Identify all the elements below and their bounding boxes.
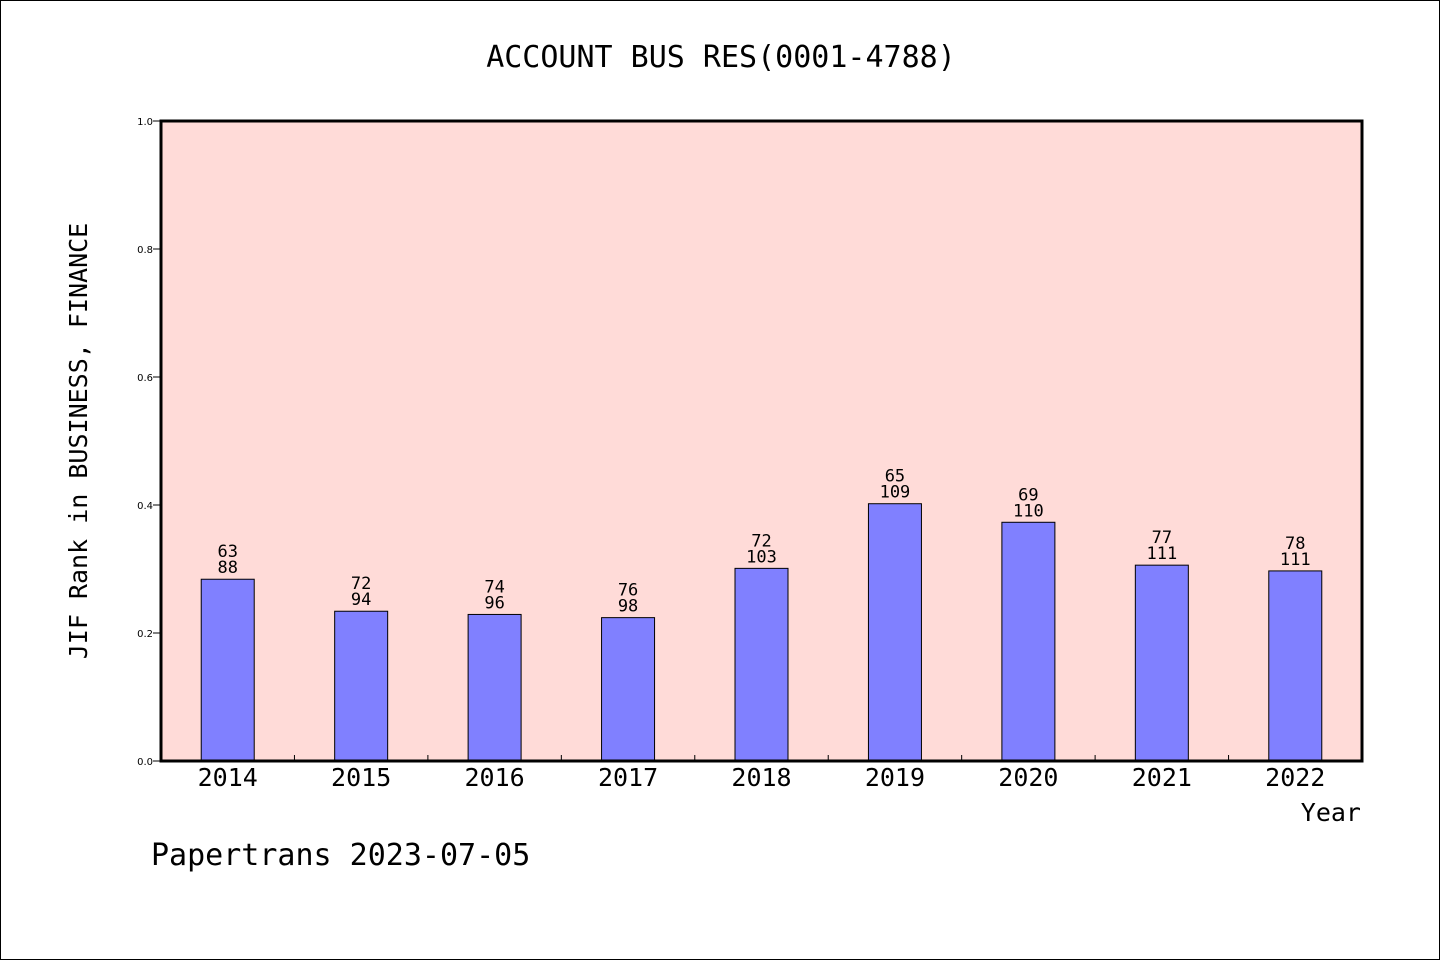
total-label-2018: 103	[746, 547, 777, 567]
y-tick-label: 1.0	[137, 117, 153, 128]
rank-label-2019: 65	[885, 467, 905, 487]
y-axis-label: JIF Rank in BUSINESS, FINANCE	[64, 223, 93, 660]
x-tick-label-2014: 2014	[198, 763, 258, 792]
x-tick-label-2021: 2021	[1132, 763, 1192, 792]
bar-2016	[467, 613, 522, 762]
y-tick-label: 0.2	[137, 629, 153, 640]
total-label-2020: 110	[1013, 501, 1044, 521]
x-tick-label-2022: 2022	[1265, 763, 1325, 792]
rank-label-2015: 72	[351, 574, 371, 594]
total-label-2021: 111	[1146, 544, 1177, 564]
total-label-2019: 109	[880, 483, 911, 503]
rank-label-2017: 76	[618, 581, 638, 601]
x-tick-label-2019: 2019	[865, 763, 925, 792]
bar-2021	[1134, 564, 1189, 762]
x-tick-label-2017: 2017	[598, 763, 658, 792]
total-label-2016: 96	[484, 593, 504, 613]
bar-2018	[734, 567, 789, 762]
rank-label-2020: 69	[1018, 485, 1038, 505]
rank-label-2018: 72	[751, 531, 771, 551]
rank-label-2014: 63	[217, 542, 237, 562]
footer-note: Papertrans 2023-07-05	[151, 838, 530, 873]
total-label-2014: 88	[217, 558, 237, 578]
x-tick-label-2018: 2018	[731, 763, 791, 792]
bar-2019	[867, 503, 922, 762]
x-axis: 2014 2015 2016 2017 2018 2019 2020 2021 2022	[198, 755, 1325, 792]
x-axis-label: Year	[1301, 798, 1361, 827]
x-tick-label-2016: 2016	[465, 763, 525, 792]
rank-label-2016: 74	[484, 577, 504, 597]
total-label-2015: 94	[351, 590, 371, 610]
rank-label-2022: 78	[1285, 534, 1305, 554]
bar-2015	[334, 610, 389, 762]
x-tick-label-2020: 2020	[998, 763, 1058, 792]
plot-frame	[159, 119, 1364, 763]
total-label-2017: 98	[618, 597, 638, 617]
bars-layer	[200, 503, 1323, 762]
x-tick-label-2015: 2015	[331, 763, 391, 792]
y-tick-label: 0.6	[137, 373, 153, 384]
bar-2022	[1268, 570, 1323, 762]
rank-label-2021: 77	[1152, 528, 1172, 548]
y-tick-label: 0.0	[137, 757, 153, 768]
y-tick-label: 0.4	[137, 501, 153, 512]
bar-2017	[601, 617, 656, 762]
bar-2020	[1001, 521, 1056, 762]
y-axis: 0.0 0.2 0.4 0.6 0.8 1.0	[137, 117, 161, 768]
total-label-2022: 111	[1280, 550, 1311, 570]
bar-2014	[200, 578, 255, 762]
y-tick-label: 0.8	[137, 245, 153, 256]
chart-title: ACCOUNT BUS RES(0001-4788)	[486, 40, 956, 75]
